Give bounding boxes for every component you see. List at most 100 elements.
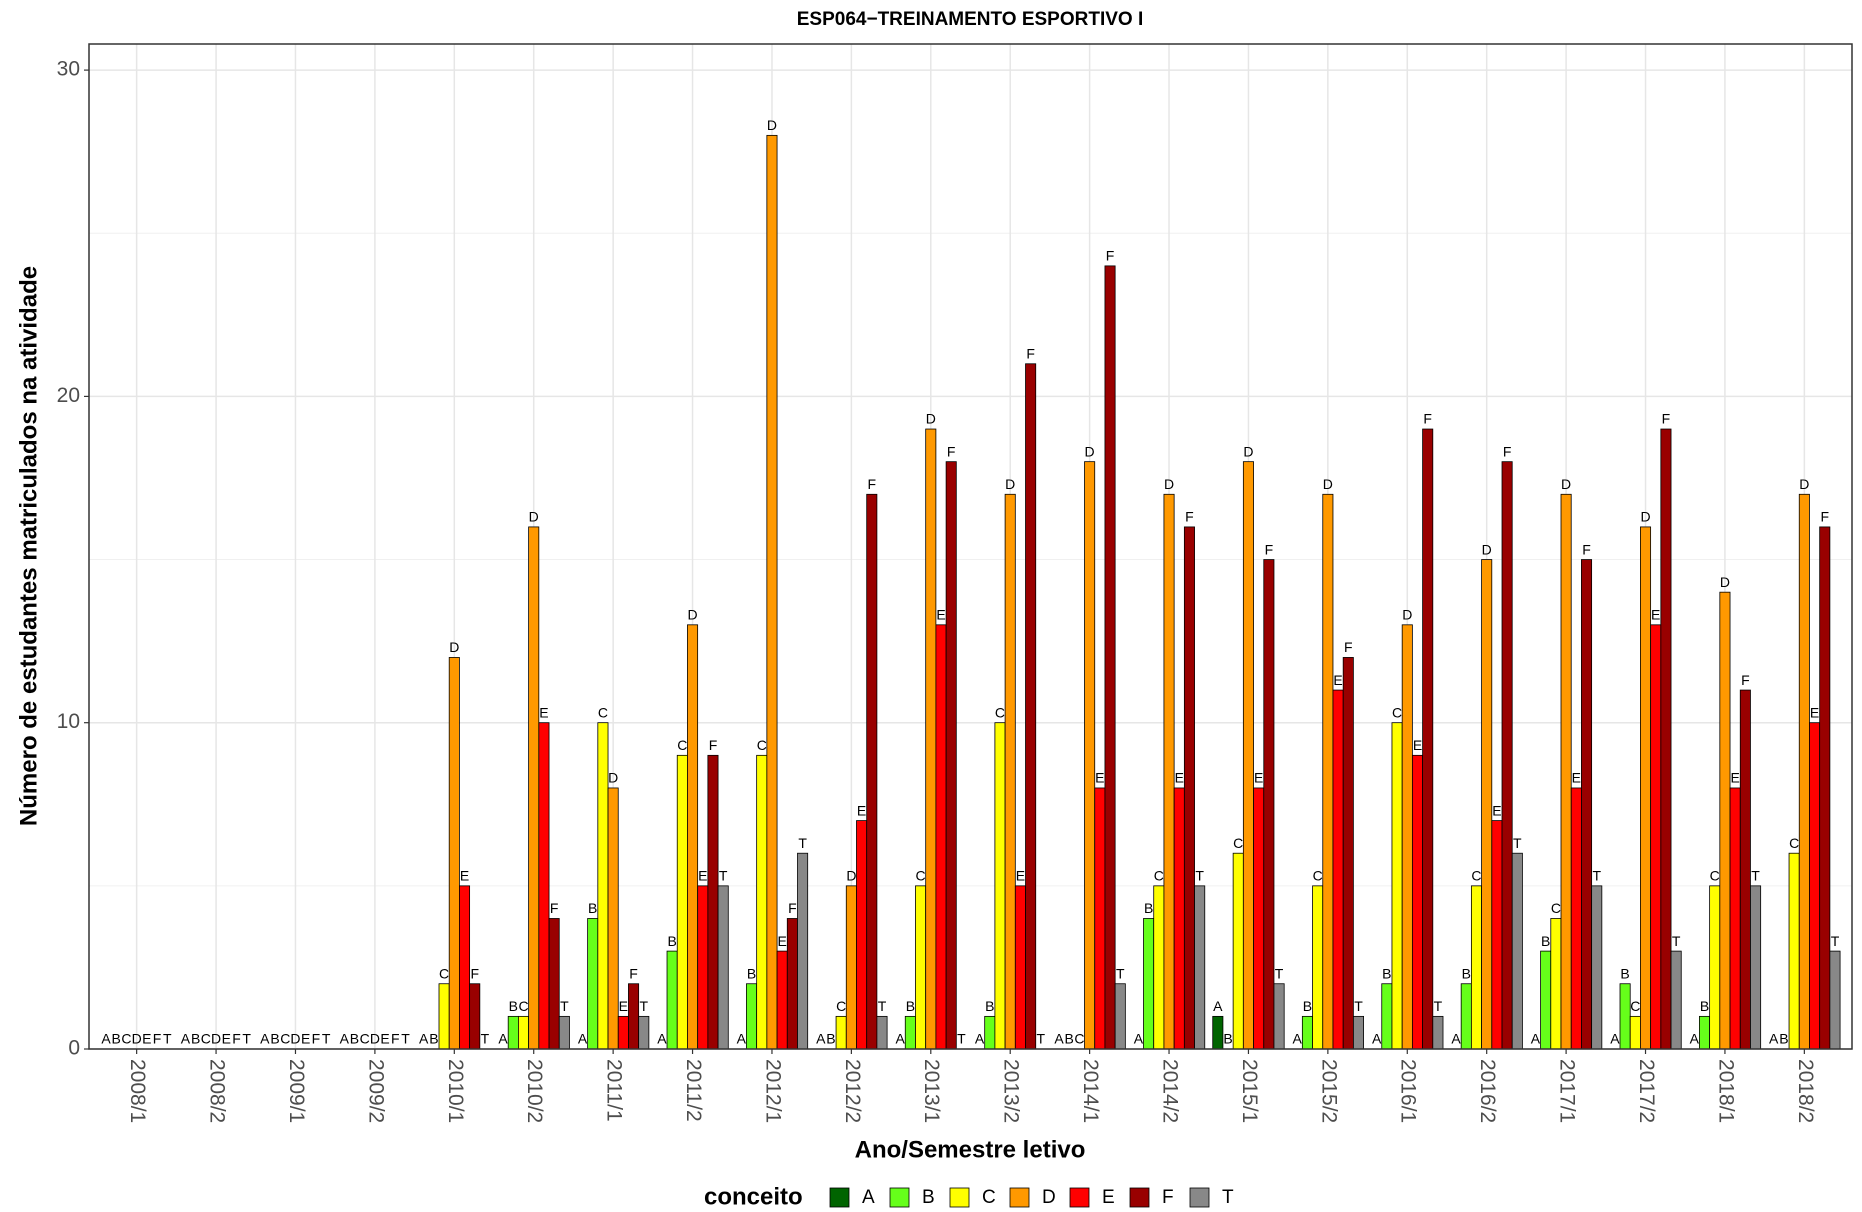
bar xyxy=(1511,852,1523,1050)
data-label: D xyxy=(926,411,936,427)
data-label: F xyxy=(1820,509,1829,525)
data-label: E xyxy=(142,1031,151,1047)
data-label: C xyxy=(1233,835,1243,851)
data-label: C xyxy=(1471,868,1481,884)
x-tick-label: 2008/1 xyxy=(126,1059,149,1123)
data-label: F xyxy=(1503,443,1512,459)
data-label: T xyxy=(719,868,728,884)
x-tick-label: 2014/2 xyxy=(1158,1059,1181,1123)
x-axis-label: Ano/Semestre letivo xyxy=(855,1136,1086,1163)
bar xyxy=(507,1015,519,1050)
bar xyxy=(945,461,957,1050)
x-tick-label: 2010/1 xyxy=(444,1059,467,1123)
bar xyxy=(528,526,540,1050)
data-label: D xyxy=(687,607,697,623)
data-label: C xyxy=(121,1031,131,1047)
data-label: B xyxy=(509,998,518,1014)
data-label: D xyxy=(449,639,459,655)
data-label: A xyxy=(1610,1031,1620,1047)
bar xyxy=(984,1015,996,1050)
bar xyxy=(518,1015,530,1050)
bar xyxy=(1401,624,1413,1050)
bar xyxy=(448,657,460,1050)
bar xyxy=(1481,559,1493,1050)
data-label: A xyxy=(1134,1031,1144,1047)
bar xyxy=(925,428,937,1050)
data-label: D xyxy=(1720,574,1730,590)
data-label: T xyxy=(1275,965,1284,981)
bar xyxy=(1183,526,1195,1050)
data-label: T xyxy=(878,998,887,1014)
bar xyxy=(1232,852,1244,1050)
bar xyxy=(1173,787,1185,1050)
bar xyxy=(845,885,857,1050)
data-label: F xyxy=(1662,411,1671,427)
data-label: B xyxy=(906,998,915,1014)
data-label: T xyxy=(560,998,569,1014)
bar xyxy=(904,1015,916,1050)
bar xyxy=(797,852,809,1050)
data-label: B xyxy=(1779,1031,1788,1047)
data-label: B xyxy=(270,1031,279,1047)
bar xyxy=(1788,852,1800,1050)
data-label: C xyxy=(916,868,926,884)
data-label: B xyxy=(667,933,676,949)
chart-title: ESP064−TREINAMENTO ESPORTIVO I xyxy=(797,9,1144,30)
data-label: C xyxy=(201,1031,211,1047)
bar xyxy=(1212,1015,1224,1050)
data-label: A xyxy=(260,1031,270,1047)
data-label: C xyxy=(1154,868,1164,884)
bar xyxy=(1332,689,1344,1050)
data-label: D xyxy=(1561,476,1571,492)
data-label: A xyxy=(1213,998,1223,1014)
data-label: D xyxy=(1164,476,1174,492)
data-label: C xyxy=(280,1031,290,1047)
bar xyxy=(1581,559,1593,1050)
data-label: E xyxy=(1095,770,1104,786)
bar xyxy=(1153,885,1165,1050)
data-label: A xyxy=(1372,1031,1382,1047)
data-label: C xyxy=(1074,1031,1084,1047)
data-label: D xyxy=(370,1031,380,1047)
bar xyxy=(1591,885,1603,1050)
bar xyxy=(1194,885,1206,1050)
data-label: C xyxy=(995,704,1005,720)
bar xyxy=(1670,950,1682,1050)
data-label: A xyxy=(419,1031,429,1047)
x-tick-label: 2012/2 xyxy=(841,1059,864,1123)
bar xyxy=(469,983,481,1050)
bar xyxy=(1104,265,1116,1050)
data-label: E xyxy=(1333,672,1342,688)
bar xyxy=(687,624,699,1050)
bar xyxy=(935,624,947,1050)
bar xyxy=(597,722,609,1050)
data-label: E xyxy=(619,998,628,1014)
data-label: T xyxy=(401,1031,410,1047)
data-label: C xyxy=(1392,704,1402,720)
data-label: B xyxy=(191,1031,200,1047)
data-label: D xyxy=(1323,476,1333,492)
bar xyxy=(1381,983,1393,1050)
data-label: F xyxy=(1265,541,1274,557)
data-label: D xyxy=(1640,509,1650,525)
bar xyxy=(548,918,560,1050)
data-label: B xyxy=(1541,933,1550,949)
bar xyxy=(1342,657,1354,1050)
data-label: C xyxy=(677,737,687,753)
x-tick-label: 2009/1 xyxy=(285,1059,308,1123)
bar xyxy=(786,918,798,1050)
data-label: B xyxy=(429,1031,438,1047)
legend-label: T xyxy=(1222,1187,1234,1208)
legend-key xyxy=(1069,1187,1090,1208)
legend-label: F xyxy=(1162,1187,1174,1208)
bar xyxy=(1540,950,1552,1050)
x-tick-label: 2013/1 xyxy=(920,1059,943,1123)
bar xyxy=(1660,428,1672,1050)
data-label: D xyxy=(290,1031,300,1047)
bar xyxy=(1391,722,1403,1050)
data-label: C xyxy=(1789,835,1799,851)
data-label: E xyxy=(222,1031,231,1047)
legend-label: A xyxy=(862,1187,875,1208)
data-label: D xyxy=(211,1031,221,1047)
bar xyxy=(1114,983,1126,1050)
